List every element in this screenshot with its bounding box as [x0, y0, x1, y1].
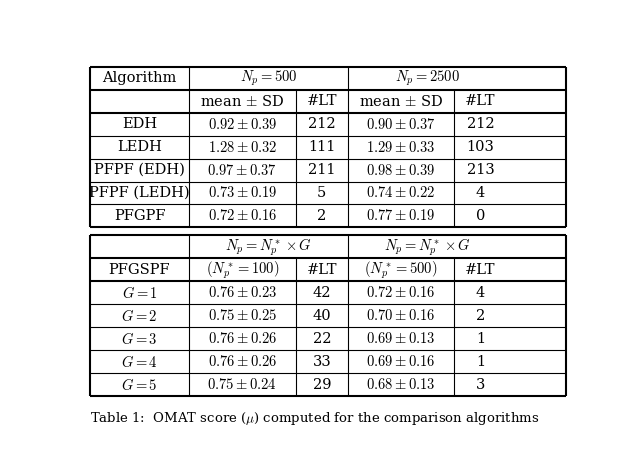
Text: 40: 40: [312, 308, 331, 323]
Text: $N_p=500$: $N_p=500$: [240, 69, 297, 88]
Text: $0.98\pm 0.39$: $0.98\pm 0.39$: [366, 163, 436, 178]
Text: 4: 4: [476, 186, 485, 200]
Text: #LT: #LT: [465, 94, 496, 108]
Text: 4: 4: [476, 286, 485, 300]
Text: $G=2$: $G=2$: [121, 308, 158, 324]
Text: #LT: #LT: [307, 263, 337, 277]
Text: $0.69 \pm 0.13$: $0.69 \pm 0.13$: [366, 331, 436, 346]
Text: $G=4$: $G=4$: [121, 354, 158, 370]
Text: $N_p=2500$: $N_p=2500$: [395, 69, 460, 88]
Text: 22: 22: [312, 332, 331, 346]
Text: $0.75 \pm 0.25$: $0.75 \pm 0.25$: [207, 308, 277, 323]
Text: LEDH: LEDH: [117, 140, 162, 154]
Text: 211: 211: [308, 163, 335, 177]
Text: $0.75 \pm 0.24$: $0.75 \pm 0.24$: [207, 377, 277, 392]
Text: 29: 29: [312, 377, 331, 391]
Text: $0.68 \pm 0.13$: $0.68 \pm 0.13$: [366, 377, 436, 392]
Text: Algorithm: Algorithm: [102, 71, 177, 85]
Text: 5: 5: [317, 186, 326, 200]
Text: $0.70 \pm 0.16$: $0.70 \pm 0.16$: [366, 308, 436, 323]
Text: $0.73\pm 0.19$: $0.73\pm 0.19$: [207, 185, 277, 200]
Text: 2: 2: [317, 209, 326, 223]
Text: 1: 1: [476, 332, 485, 346]
Text: mean $\pm$ SD: mean $\pm$ SD: [359, 94, 444, 109]
Text: PFGPF: PFGPF: [114, 209, 165, 223]
Text: PFGSPF: PFGSPF: [109, 263, 170, 277]
Text: 33: 33: [312, 355, 331, 369]
Text: 212: 212: [308, 117, 335, 131]
Text: $1.29\pm 0.33$: $1.29\pm 0.33$: [366, 139, 436, 155]
Text: PFPF (LEDH): PFPF (LEDH): [89, 186, 190, 200]
Text: $0.72 \pm 0.16$: $0.72 \pm 0.16$: [366, 285, 436, 300]
Text: $0.69 \pm 0.16$: $0.69 \pm 0.16$: [366, 354, 436, 369]
Text: $0.76 \pm 0.26$: $0.76 \pm 0.26$: [207, 354, 277, 369]
Text: 42: 42: [312, 286, 331, 300]
Text: 213: 213: [467, 163, 494, 177]
Text: $0.76 \pm 0.26$: $0.76 \pm 0.26$: [207, 331, 277, 346]
Text: #LT: #LT: [307, 94, 337, 108]
Text: 212: 212: [467, 117, 494, 131]
Text: $G=1$: $G=1$: [122, 285, 157, 301]
Text: 2: 2: [476, 308, 485, 323]
Text: 1: 1: [476, 355, 485, 369]
Text: #LT: #LT: [465, 263, 496, 277]
Text: 3: 3: [476, 377, 485, 391]
Text: $G=3$: $G=3$: [121, 331, 158, 347]
Text: $N_p=N_p^*\times G$: $N_p=N_p^*\times G$: [384, 236, 470, 258]
Text: $(N_p^*=500)$: $(N_p^*=500)$: [364, 259, 438, 281]
Text: $0.97\pm 0.37$: $0.97\pm 0.37$: [207, 163, 278, 178]
Text: $1.28\pm 0.32$: $1.28\pm 0.32$: [207, 139, 277, 155]
Text: PFPF (EDH): PFPF (EDH): [94, 163, 185, 177]
Text: $0.92\pm 0.39$: $0.92\pm 0.39$: [207, 116, 277, 131]
Text: Table 1:  OMAT score ($\mu$) computed for the comparison algorithms: Table 1: OMAT score ($\mu$) computed for…: [90, 411, 540, 427]
Text: $(N_p^*=100)$: $(N_p^*=100)$: [205, 259, 279, 281]
Text: 111: 111: [308, 140, 335, 154]
Text: EDH: EDH: [122, 117, 157, 131]
Text: 103: 103: [467, 140, 495, 154]
Text: $0.77\pm 0.19$: $0.77\pm 0.19$: [366, 208, 436, 224]
Text: $0.74\pm 0.22$: $0.74\pm 0.22$: [366, 185, 436, 200]
Text: $0.72\pm 0.16$: $0.72\pm 0.16$: [207, 208, 277, 224]
Text: $N_p=N_p^*\times G$: $N_p=N_p^*\times G$: [225, 236, 312, 258]
Text: mean $\pm$ SD: mean $\pm$ SD: [200, 94, 285, 109]
Text: $G=5$: $G=5$: [121, 377, 158, 392]
Text: $0.90 \pm 0.37$: $0.90 \pm 0.37$: [366, 116, 436, 131]
Text: $0.76 \pm 0.23$: $0.76 \pm 0.23$: [207, 285, 277, 300]
Text: 0: 0: [476, 209, 485, 223]
